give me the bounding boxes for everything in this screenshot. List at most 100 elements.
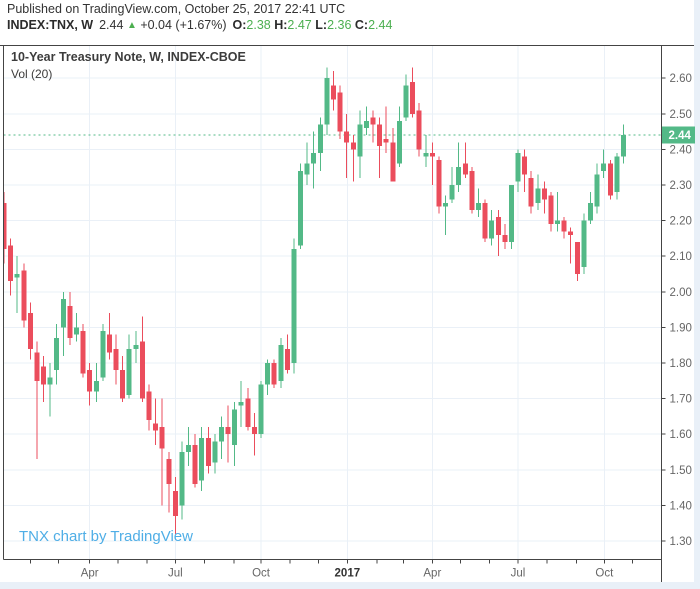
- candle: [456, 142, 462, 193]
- candle-body: [126, 348, 132, 396]
- candle-body: [212, 441, 218, 463]
- candle: [601, 149, 607, 178]
- candle: [508, 185, 514, 250]
- candle: [522, 149, 528, 193]
- candle-body: [278, 345, 284, 381]
- candle: [291, 238, 297, 374]
- candle: [350, 135, 356, 182]
- candle-body: [14, 274, 20, 278]
- candle-body: [159, 427, 165, 449]
- x-tick-label: Apr: [81, 568, 99, 580]
- y-tick-label: 2.50: [670, 109, 692, 121]
- candle: [331, 71, 336, 111]
- candle: [139, 316, 145, 403]
- candle: [133, 330, 139, 364]
- candle-body: [370, 117, 376, 125]
- candle-body: [225, 427, 231, 435]
- current-price-label: 2.44: [669, 130, 692, 142]
- candle-body: [41, 366, 47, 385]
- candle-body: [179, 452, 185, 506]
- candle: [370, 110, 376, 143]
- y-tick-label: 1.50: [670, 465, 692, 477]
- candle: [337, 85, 343, 139]
- candle: [357, 110, 363, 178]
- y-tick-label: 1.80: [670, 358, 692, 370]
- price-change: +0.04 (+1.67%): [140, 17, 227, 32]
- candle: [410, 67, 416, 118]
- candle-body: [60, 298, 66, 328]
- close-value: 2.44: [368, 17, 393, 32]
- candle-body: [324, 78, 330, 125]
- candle-body: [410, 81, 416, 114]
- quote-line: INDEX:TNX, W 2.44 ▲ +0.04 (+1.67%) O:2.38 …: [7, 18, 392, 35]
- candle: [34, 341, 40, 460]
- candle: [179, 441, 185, 520]
- candle-body: [113, 348, 119, 371]
- candle-body: [482, 202, 488, 239]
- candle: [238, 380, 244, 428]
- candle-body: [502, 234, 508, 242]
- y-tick-label: 2.40: [670, 144, 692, 156]
- candle: [528, 170, 534, 214]
- tradingview-watermark-link[interactable]: TNX chart by TradingView: [19, 528, 193, 545]
- open-value: 2.38: [246, 17, 271, 32]
- candle: [594, 163, 600, 214]
- y-tick-label: 2.20: [670, 216, 692, 228]
- candle-body: [495, 217, 501, 235]
- candle: [607, 160, 613, 200]
- candle: [41, 355, 47, 403]
- candle: [199, 427, 205, 492]
- candle-body: [139, 341, 145, 399]
- candle-body: [304, 163, 310, 175]
- candle-body: [34, 352, 40, 381]
- candle: [14, 256, 20, 314]
- low-value: 2.36: [327, 17, 352, 32]
- y-tick-label: 2.60: [670, 73, 692, 85]
- candle-body: [317, 124, 323, 153]
- candle-body: [574, 241, 580, 275]
- x-tick-label: Jul: [168, 568, 183, 580]
- candle-body: [120, 370, 126, 399]
- candle-body: [67, 306, 73, 339]
- candle-body: [27, 313, 33, 349]
- candle: [403, 74, 409, 121]
- candle-body: [363, 120, 369, 129]
- candle: [205, 427, 211, 474]
- candle-body: [87, 370, 93, 392]
- candle: [462, 142, 468, 178]
- candle: [548, 192, 554, 232]
- candle: [265, 359, 271, 396]
- x-tick-label: Oct: [252, 568, 271, 580]
- series-title: 10-Year Treasury Note, W, INDEX-CBOE: [11, 50, 246, 64]
- candle-body: [357, 124, 363, 157]
- candle: [495, 209, 501, 257]
- candle-body: [489, 220, 495, 239]
- candle-body: [133, 345, 139, 349]
- candle: [251, 412, 257, 456]
- candle-body: [54, 338, 60, 371]
- candle: [278, 338, 284, 388]
- candle-body: [106, 334, 112, 353]
- candle-body: [331, 85, 336, 100]
- candle: [423, 135, 429, 168]
- candle-body: [607, 163, 613, 196]
- candle-body: [350, 142, 356, 150]
- candle-body: [232, 409, 238, 445]
- candle-body: [271, 363, 277, 385]
- candle: [67, 291, 73, 346]
- y-tick-label: 2.00: [670, 287, 692, 299]
- candle: [153, 398, 159, 445]
- candle-body: [8, 245, 14, 282]
- candle-body: [429, 152, 435, 157]
- candle-body: [469, 170, 475, 210]
- candle-body: [515, 152, 521, 182]
- candle-body: [298, 170, 304, 246]
- candle: [298, 163, 304, 250]
- candle-body: [508, 185, 514, 242]
- candle: [258, 380, 264, 438]
- candle: [363, 106, 369, 136]
- open-label: O:: [232, 17, 247, 32]
- candle-body: [462, 163, 468, 175]
- candle-body: [205, 437, 211, 467]
